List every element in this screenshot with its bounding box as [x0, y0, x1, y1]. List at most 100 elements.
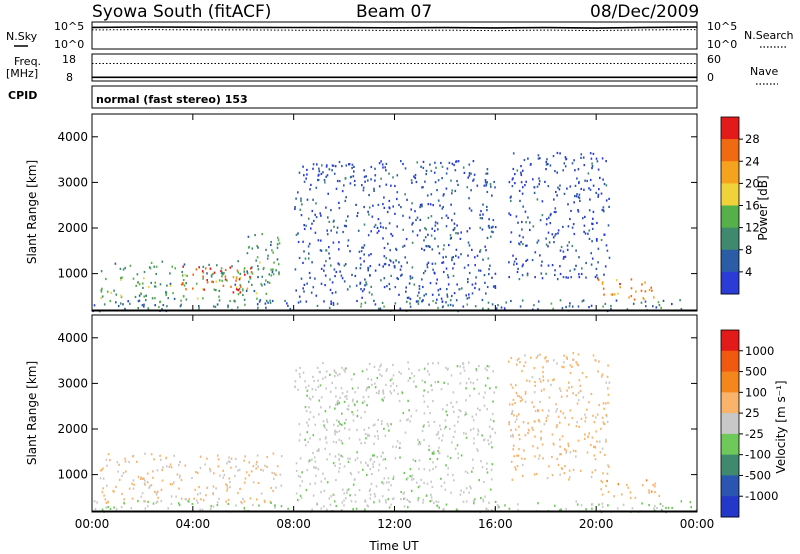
velocity-cell [425, 494, 428, 497]
power-cell [361, 184, 363, 187]
power-cell [206, 279, 208, 282]
velocity-cell [312, 434, 315, 437]
velocity-cell [607, 401, 609, 404]
velocity-cell [508, 421, 510, 424]
power-cell [380, 225, 382, 228]
power-cell [468, 296, 470, 299]
power-cell [630, 295, 633, 298]
power-cell [325, 165, 328, 168]
power-cell [436, 189, 438, 192]
power-cell [479, 250, 481, 253]
velocity-cell [100, 469, 102, 472]
power-cell [547, 231, 550, 234]
power-cell [403, 244, 406, 247]
velocity-cell [520, 396, 522, 399]
velocity-cell [665, 506, 667, 509]
power-cell [533, 304, 535, 307]
power-cell [541, 277, 544, 280]
power-cell [451, 192, 453, 195]
velocity-cell [309, 437, 311, 440]
power-cell [381, 163, 384, 166]
power-cell [453, 227, 456, 231]
velocity-cell [396, 440, 399, 443]
power-cell [562, 257, 565, 260]
power-cell [596, 160, 599, 163]
velocity-cell [258, 504, 260, 507]
power-cell [588, 229, 591, 232]
power-cell [445, 187, 448, 190]
power-cell [383, 246, 386, 250]
velocity-cell [188, 498, 190, 501]
velocity-cell [105, 458, 108, 461]
power-cell [153, 285, 156, 288]
velocity-cell [273, 477, 275, 480]
station-title: Syowa South (fitACF) [92, 2, 271, 22]
velocity-cell [366, 473, 368, 477]
power-cell [488, 218, 490, 221]
velocity-cell [440, 388, 443, 391]
power-cell [644, 290, 647, 293]
velocity-cell [594, 469, 597, 472]
velocity-cell [410, 478, 413, 481]
velocity-cell [458, 409, 461, 412]
velocity-cell [470, 487, 472, 490]
velocity-cell [226, 484, 228, 487]
power-cell [369, 274, 371, 277]
velocity-cell [423, 389, 425, 392]
power-cell [421, 247, 423, 250]
power-cell [447, 283, 450, 286]
power-cell [590, 263, 593, 266]
velocity-cell [320, 507, 323, 510]
power-cell [222, 273, 224, 276]
power-cell [320, 214, 322, 217]
velocity-cell [169, 483, 172, 486]
velocity-cell [245, 471, 248, 474]
power-cell [390, 274, 392, 277]
velocity-cell [457, 457, 459, 460]
power-cell [597, 195, 599, 198]
velocity-cell [152, 470, 154, 473]
velocity-cell [107, 501, 109, 504]
velocity-cell [452, 391, 455, 394]
power-cell [261, 233, 263, 236]
power-cell [333, 172, 336, 175]
power-cell [100, 296, 102, 299]
power-cell [466, 230, 469, 233]
power-cell [422, 160, 425, 163]
velocity-cell [216, 454, 219, 457]
power-cell [493, 180, 495, 184]
velocity-cell [317, 468, 320, 471]
power-cell [479, 269, 482, 272]
velocity-cell [334, 407, 336, 410]
power-cell [525, 180, 527, 183]
power-cell [151, 297, 154, 300]
velocity-cell [368, 489, 371, 492]
power-cell [315, 294, 318, 297]
power-cell [103, 303, 106, 306]
velocity-cell [428, 424, 430, 427]
velocity-cell [512, 448, 514, 451]
power-cell [439, 204, 441, 207]
velocity-cell [484, 384, 487, 387]
power-cell [596, 277, 599, 280]
velocity-cell [595, 416, 597, 419]
power-cell [428, 303, 430, 306]
power-cell [486, 181, 488, 184]
velocity-cell [373, 423, 376, 426]
velocity-cell [377, 469, 380, 472]
power-cell [515, 215, 518, 218]
power-cell [411, 181, 413, 184]
power-cell [341, 165, 343, 168]
power-cell [343, 224, 346, 227]
power-cell [411, 241, 414, 244]
date-title: 08/Dec/2009 [590, 2, 699, 22]
power-cell [343, 264, 346, 267]
velocity-cell [588, 401, 590, 404]
power-cell [605, 184, 608, 187]
power-cell [368, 213, 370, 216]
velocity-cell [341, 366, 343, 369]
velocity-cell [477, 407, 479, 410]
power-cell [321, 164, 323, 167]
power-cell [332, 164, 335, 167]
